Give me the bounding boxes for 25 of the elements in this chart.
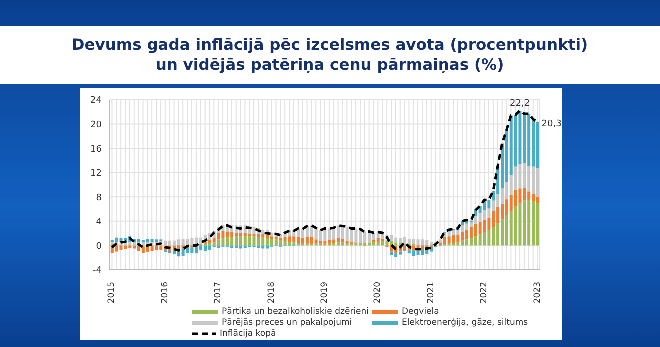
y-tick-label: 20 xyxy=(90,120,102,130)
x-tick-label: 2015 xyxy=(107,282,118,304)
legend-label: Inflācija kopā xyxy=(220,328,276,338)
y-tick-label: 12 xyxy=(90,169,102,180)
x-tick-label: 2018 xyxy=(266,282,277,304)
legend-label: Pārējās preces un pakalpojumi xyxy=(222,318,352,328)
legend-label: Degviela xyxy=(402,306,440,316)
y-tick-label: 16 xyxy=(90,144,102,155)
data-label: 22,2 xyxy=(510,98,530,109)
data-label: 20,3 xyxy=(542,119,562,130)
y-tick-label: 0 xyxy=(96,242,102,252)
legend-label: Elektroenerģija, gāze, siltums xyxy=(402,318,528,328)
x-tick-label: 2016 xyxy=(160,282,170,304)
y-tick-label: 8 xyxy=(96,193,102,204)
x-tick-label: 2021 xyxy=(426,282,436,304)
x-tick-label: 2020 xyxy=(373,282,384,304)
y-tick-label: 4 xyxy=(96,218,102,228)
y-tick-label: -4 xyxy=(93,266,102,276)
y-tick-label: 24 xyxy=(90,96,102,106)
x-tick-label: 2019 xyxy=(320,282,330,304)
x-tick-label: 2022 xyxy=(480,282,490,304)
chart-title: Devums gada inflācijā pēc izcelsmes avota (procentpunkti) un vidējās patēriņa cenu pārmaiņas (%) xyxy=(72,35,588,75)
x-tick-label: 2023 xyxy=(532,282,543,304)
x-tick-label: 2017 xyxy=(214,282,224,304)
legend-label: Pārtika un bezalkoholiskie dzērieni xyxy=(222,306,370,316)
